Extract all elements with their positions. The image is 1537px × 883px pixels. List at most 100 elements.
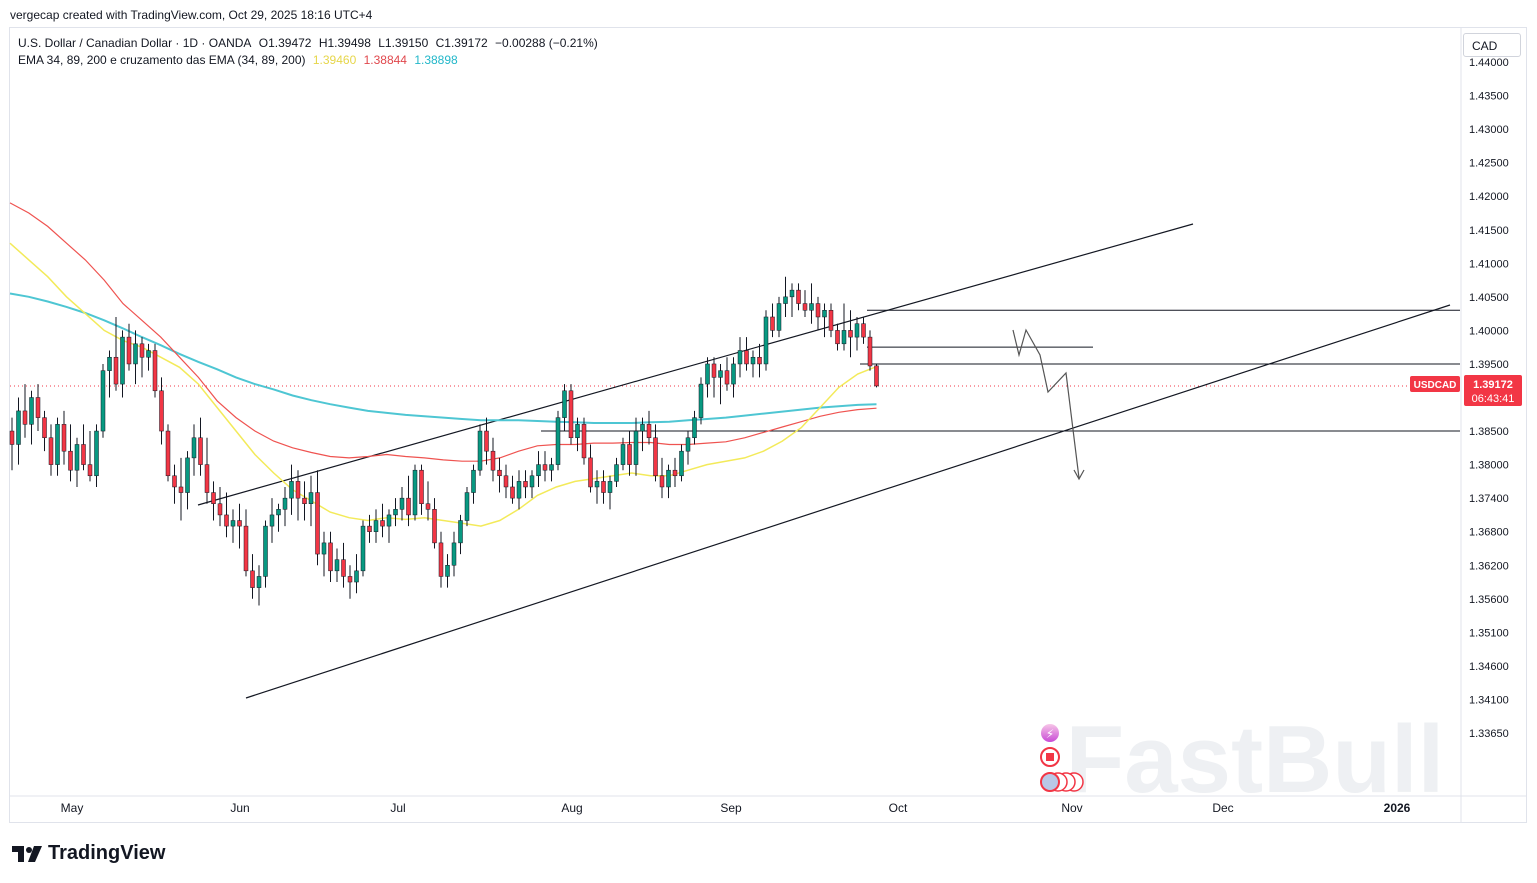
candle-body[interactable] — [120, 336, 125, 385]
candle-body[interactable] — [874, 365, 879, 387]
currency-button[interactable]: CAD — [1463, 33, 1521, 57]
candle-body[interactable] — [276, 509, 281, 516]
candle-body[interactable] — [347, 576, 353, 583]
candle-body[interactable] — [35, 397, 41, 418]
candle-body[interactable] — [9, 430, 15, 445]
candle-body[interactable] — [263, 525, 268, 577]
candle-body[interactable] — [237, 520, 242, 527]
candle-body[interactable] — [659, 475, 665, 488]
candle-body[interactable] — [152, 350, 158, 392]
candle-body[interactable] — [159, 390, 164, 432]
candle-body[interactable] — [74, 444, 80, 471]
candle-body[interactable] — [490, 450, 496, 471]
candle-body[interactable] — [497, 469, 502, 477]
candle-body[interactable] — [685, 437, 691, 452]
candle-body[interactable] — [295, 481, 301, 499]
candle-body[interactable] — [828, 310, 834, 331]
candle-body[interactable] — [204, 464, 210, 493]
candle-body[interactable] — [562, 390, 567, 418]
candle-body[interactable] — [386, 514, 392, 527]
candle-body[interactable] — [731, 363, 736, 385]
candle-body[interactable] — [607, 481, 613, 493]
candle-body[interactable] — [614, 464, 619, 482]
event-icons[interactable]: ⚡ — [1040, 724, 1084, 792]
candle-body[interactable] — [542, 464, 548, 471]
candle-body[interactable] — [165, 430, 171, 477]
candle-body[interactable] — [412, 469, 418, 516]
symbol-title[interactable]: U.S. Dollar / Canadian Dollar · 1D · OAN… — [18, 36, 252, 50]
candle-body[interactable] — [666, 469, 671, 488]
candle-body[interactable] — [464, 492, 470, 521]
channel-upper-trendline[interactable] — [197, 223, 1194, 506]
candle-body[interactable] — [692, 417, 697, 439]
candle-body[interactable] — [224, 514, 229, 527]
candle-body[interactable] — [146, 350, 151, 358]
candle-body[interactable] — [809, 303, 814, 311]
candle-body[interactable] — [191, 437, 197, 459]
candle-body[interactable] — [588, 457, 593, 488]
candle-body[interactable] — [211, 492, 216, 504]
candle-body[interactable] — [380, 520, 385, 527]
candle-body[interactable] — [633, 430, 639, 465]
candle-body[interactable] — [757, 356, 762, 365]
candle-body[interactable] — [354, 570, 359, 583]
candle-body[interactable] — [744, 350, 749, 365]
earnings-event-icon[interactable] — [1041, 724, 1059, 742]
candle-body[interactable] — [432, 509, 437, 544]
candle-body[interactable] — [48, 437, 54, 465]
us-flag-icon[interactable] — [1040, 772, 1060, 792]
candle-body[interactable] — [523, 481, 528, 488]
candle-body[interactable] — [321, 542, 327, 555]
candle-body[interactable] — [646, 424, 652, 439]
candle-body[interactable] — [334, 559, 340, 572]
candle-body[interactable] — [724, 370, 730, 385]
candle-body[interactable] — [445, 565, 450, 577]
candle-body[interactable] — [126, 336, 132, 365]
candle-body[interactable] — [269, 514, 275, 527]
candle-body[interactable] — [217, 503, 223, 516]
candle-body[interactable] — [230, 520, 236, 527]
candle-body[interactable] — [841, 330, 847, 345]
candle-body[interactable] — [620, 444, 626, 465]
candle-body[interactable] — [802, 303, 808, 311]
candle-body[interactable] — [373, 520, 379, 532]
candle-body[interactable] — [484, 430, 489, 452]
candle-body[interactable] — [107, 356, 112, 371]
candle-body[interactable] — [679, 450, 684, 477]
ema-indicator-label[interactable]: EMA 34, 89, 200 e cruzamento das EMA (34… — [18, 53, 306, 67]
candle-body[interactable] — [861, 323, 866, 338]
candle-body[interactable] — [854, 323, 860, 338]
candle-body[interactable] — [315, 492, 320, 555]
candle-body[interactable] — [61, 424, 67, 452]
candle-body[interactable] — [737, 350, 743, 365]
candle-body[interactable] — [94, 430, 99, 477]
candle-body[interactable] — [471, 469, 476, 493]
candle-body[interactable] — [367, 525, 372, 532]
candle-body[interactable] — [555, 417, 561, 465]
candle-body[interactable] — [477, 430, 483, 471]
candle-body[interactable] — [438, 542, 444, 577]
candle-body[interactable] — [835, 330, 840, 345]
projection-path[interactable] — [1012, 328, 1080, 479]
candle-body[interactable] — [789, 289, 795, 298]
candle-body[interactable] — [516, 481, 522, 499]
candle-body[interactable] — [393, 509, 398, 516]
candle-body[interactable] — [282, 497, 288, 510]
candle-body[interactable] — [172, 475, 177, 488]
candle-body[interactable] — [406, 497, 411, 516]
candle-body[interactable] — [22, 410, 28, 425]
candle-body[interactable] — [16, 410, 21, 445]
candle-body[interactable] — [763, 316, 769, 365]
candle-body[interactable] — [640, 424, 645, 432]
candle-body[interactable] — [178, 486, 184, 493]
candle-body[interactable] — [575, 424, 580, 439]
candle-body[interactable] — [796, 289, 801, 304]
candle-body[interactable] — [594, 481, 600, 488]
candle-body[interactable] — [341, 559, 346, 577]
candle-body[interactable] — [705, 363, 710, 385]
candle-body[interactable] — [783, 296, 788, 304]
candle-body[interactable] — [425, 503, 431, 510]
candle-body[interactable] — [581, 424, 587, 459]
candle-body[interactable] — [198, 437, 203, 465]
candle-body[interactable] — [100, 370, 106, 432]
